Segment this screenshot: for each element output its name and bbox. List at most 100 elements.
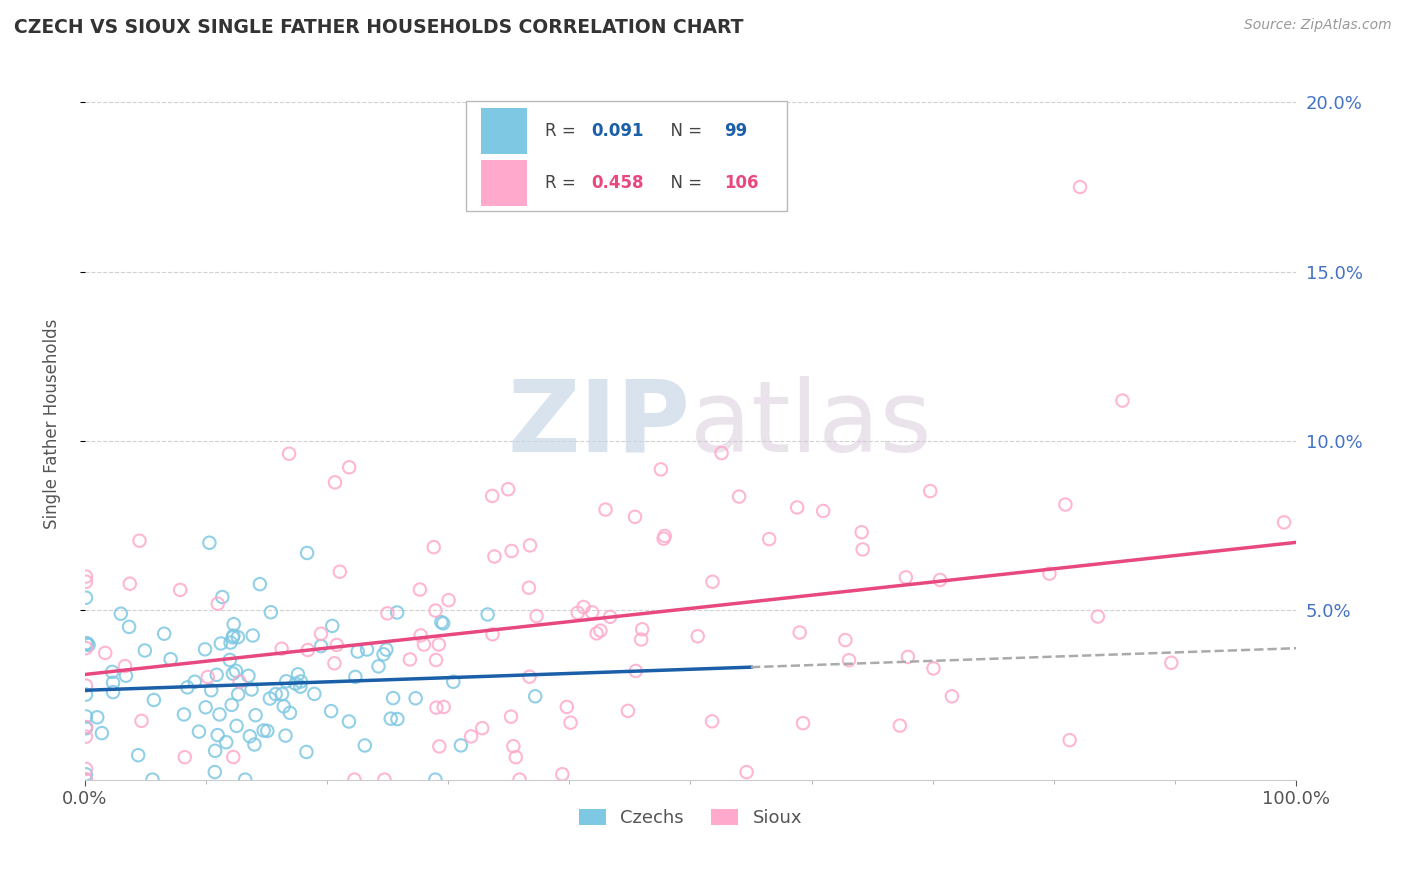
Point [284, 676, 307, 690]
Point [176, 681, 198, 695]
Point [198, 535, 221, 549]
Point [77, 638, 100, 652]
Point [585, 626, 607, 640]
Point [450, 739, 472, 753]
Point [264, 687, 287, 701]
Point [337, 714, 360, 729]
Point [551, 767, 574, 781]
Point [118, 620, 141, 634]
Point [375, 642, 398, 657]
Point [499, 709, 522, 723]
Point [215, 735, 238, 749]
Point [276, 674, 298, 689]
Point [652, 532, 675, 546]
Text: 106: 106 [724, 174, 759, 192]
Point [501, 544, 523, 558]
Text: N =: N = [661, 122, 707, 140]
Point [686, 629, 709, 643]
Point [209, 636, 232, 650]
Point [356, 642, 378, 657]
Point [581, 605, 603, 619]
Legend: Czechs, Sioux: Czechs, Sioux [572, 802, 810, 835]
Point [631, 622, 654, 636]
Point [385, 606, 408, 620]
Point [75, 709, 97, 723]
Point [758, 532, 780, 546]
Point [425, 603, 447, 617]
Point [242, 628, 264, 642]
FancyBboxPatch shape [467, 101, 787, 211]
Point [422, 540, 444, 554]
Point [337, 460, 360, 475]
Point [222, 666, 245, 681]
Point [811, 504, 834, 518]
Point [838, 653, 860, 667]
Point [200, 683, 222, 698]
Point [526, 609, 548, 624]
Point [207, 728, 229, 742]
Point [617, 704, 640, 718]
Point [326, 638, 349, 652]
Point [505, 750, 527, 764]
FancyBboxPatch shape [481, 108, 527, 154]
Point [1272, 516, 1295, 530]
Point [270, 641, 292, 656]
Point [278, 447, 301, 461]
Point [1059, 733, 1081, 747]
Point [75, 636, 97, 650]
Point [239, 729, 262, 743]
Point [405, 691, 427, 706]
Point [735, 765, 758, 780]
Point [432, 616, 454, 631]
Y-axis label: Single Father Households: Single Father Households [44, 318, 60, 529]
Point [433, 700, 456, 714]
Point [228, 674, 250, 689]
Point [700, 714, 723, 729]
Point [211, 590, 233, 604]
Point [245, 708, 267, 723]
Point [271, 687, 294, 701]
Point [118, 576, 141, 591]
Point [197, 670, 219, 684]
Point [481, 627, 503, 641]
Point [218, 653, 240, 667]
Point [481, 489, 503, 503]
Point [101, 665, 124, 679]
Point [240, 682, 263, 697]
Point [353, 739, 375, 753]
Point [184, 674, 207, 689]
Point [509, 772, 531, 787]
Text: 99: 99 [724, 122, 748, 140]
Point [259, 691, 281, 706]
Point [409, 628, 432, 642]
Point [75, 762, 97, 776]
Point [792, 716, 814, 731]
Point [173, 707, 195, 722]
Point [1069, 180, 1091, 194]
Point [920, 484, 942, 499]
Point [484, 549, 506, 564]
Point [75, 772, 97, 787]
Point [222, 629, 245, 643]
Point [75, 721, 97, 735]
Point [225, 664, 247, 678]
Point [323, 475, 346, 490]
Point [941, 690, 963, 704]
Point [894, 570, 917, 584]
Point [650, 462, 672, 476]
Point [222, 750, 245, 764]
Point [834, 633, 856, 648]
Point [710, 446, 733, 460]
Point [75, 720, 97, 734]
Text: CZECH VS SIOUX SINGLE FATHER HOUSEHOLDS CORRELATION CHART: CZECH VS SIOUX SINGLE FATHER HOUSEHOLDS … [14, 18, 744, 37]
Point [194, 700, 217, 714]
Point [128, 533, 150, 548]
Point [380, 712, 402, 726]
Point [295, 546, 318, 560]
Point [110, 607, 132, 621]
Text: R =: R = [546, 174, 581, 192]
Point [256, 723, 278, 738]
Point [159, 652, 181, 666]
Point [889, 718, 911, 732]
Point [75, 767, 97, 781]
